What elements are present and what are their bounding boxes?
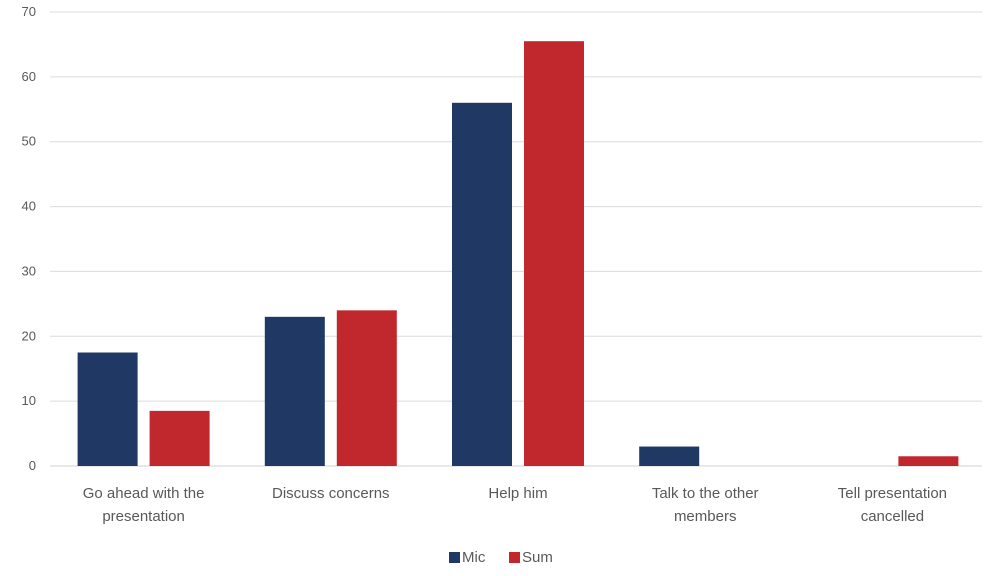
legend: Mic Sum [449,549,553,566]
y-tick-label: 70 [22,4,36,19]
y-tick-label: 60 [22,69,36,84]
legend-swatch-sum [509,552,520,563]
bar-sum-2 [524,41,584,466]
y-tick-label: 50 [22,134,36,149]
y-tick-label: 30 [22,263,36,278]
bar-sum-4 [898,456,959,466]
x-category-label: cancelled [861,508,924,525]
y-tick-label: 20 [22,328,36,343]
bars [77,41,959,467]
bar-mic-1 [264,316,325,466]
bar-mic-3 [639,446,700,466]
x-category-label: Tell presentation [838,485,947,502]
x-category-label: Go ahead with the [83,485,205,502]
y-tick-label: 0 [29,458,36,473]
legend-swatch-mic [449,552,460,563]
legend-label-mic: Mic [462,549,486,566]
y-axis: 0 10 20 30 40 50 60 70 [22,4,36,473]
legend-label-sum: Sum [522,549,553,566]
y-tick-label: 10 [22,393,36,408]
gridlines [50,11,982,467]
x-category-label: Help him [488,485,547,502]
x-category-label: presentation [102,508,185,525]
x-axis: Go ahead with the presentation Discuss con… [83,485,947,525]
x-category-label: members [674,508,737,525]
bar-sum-0 [149,410,210,466]
bar-mic-2 [452,102,512,467]
bar-mic-0 [77,352,138,466]
y-tick-label: 40 [22,199,36,214]
x-category-label: Talk to the other [652,485,759,502]
bar-sum-1 [336,310,397,466]
x-category-label: Discuss concerns [272,485,390,502]
